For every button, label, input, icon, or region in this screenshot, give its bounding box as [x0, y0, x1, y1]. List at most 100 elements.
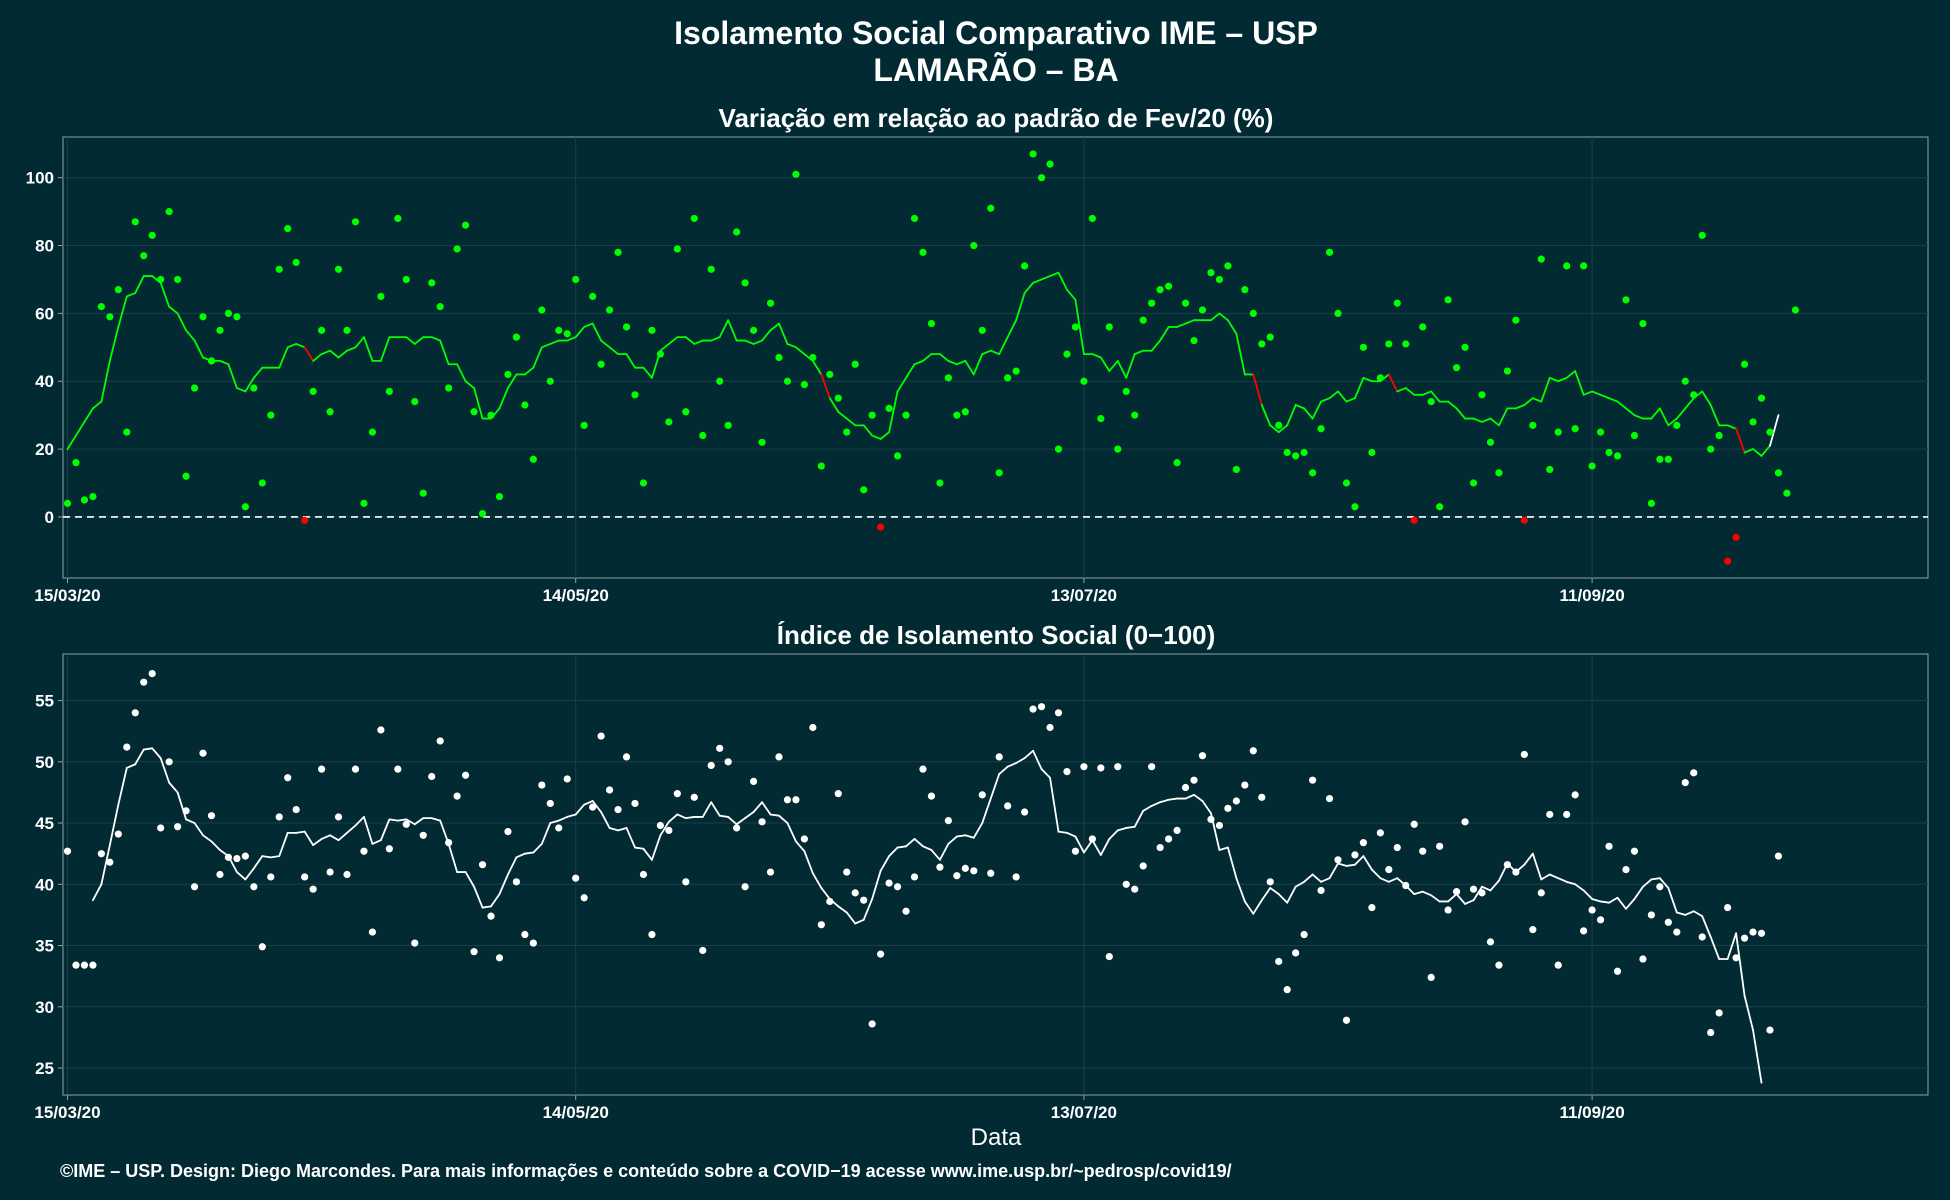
bottom-data-point [1436, 842, 1444, 850]
top-ma-segment [498, 387, 509, 410]
bottom-data-point [927, 792, 936, 800]
top-data-point [1605, 448, 1613, 457]
top-data-point [605, 306, 614, 314]
bottom-data-point [1148, 763, 1156, 771]
bottom-data-point [275, 813, 283, 821]
top-data-point [334, 265, 343, 273]
bottom-data-point [1156, 843, 1164, 852]
top-data-point [1122, 387, 1130, 396]
bottom-ma-segment [1540, 873, 1551, 881]
top-ma-segment [1150, 339, 1162, 352]
top-data-point [927, 319, 936, 328]
bottom-data-point [1495, 961, 1503, 969]
top-ma-segment [862, 424, 874, 437]
bottom-data-point [902, 907, 910, 915]
bottom-data-point [1402, 881, 1410, 890]
top-ma-segment [252, 366, 264, 379]
bottom-ma-segment [1167, 797, 1178, 801]
bottom-data-point [1266, 878, 1274, 886]
top-data-point [1596, 428, 1605, 436]
bottom-ma-segment [320, 834, 331, 840]
bottom-ma-segment [1057, 830, 1068, 834]
top-data-point [1436, 503, 1444, 511]
bottom-ma-segment [608, 827, 619, 832]
bottom-data-point [1139, 862, 1147, 870]
bottom-ma-segment [108, 803, 120, 846]
top-data-point [1563, 262, 1571, 270]
bottom-data-point [1292, 949, 1300, 957]
bottom-data-point [614, 805, 622, 814]
top-data-point [766, 299, 775, 307]
top-data-point [495, 492, 504, 501]
top-data-point [1783, 489, 1791, 497]
top-ma-segment [354, 336, 365, 349]
bottom-data-point [1690, 769, 1698, 777]
top-data-point [1097, 414, 1105, 423]
top-data-point [1478, 391, 1486, 399]
bottom-data-point [1613, 967, 1622, 975]
top-ma-segment [1540, 376, 1551, 403]
bottom-data-point [411, 939, 419, 947]
top-data-point [1461, 343, 1469, 351]
top-ma-segment [507, 373, 518, 389]
bottom-data-point [1546, 810, 1554, 819]
top-data-point [174, 275, 182, 284]
top-ma-segment [871, 434, 882, 440]
top-data-point [1385, 340, 1393, 348]
top-ma-segment [92, 400, 103, 410]
top-ma-segment [66, 434, 77, 450]
top-data-point [834, 394, 842, 402]
top-ma-segment [566, 336, 577, 342]
top-data-point [978, 326, 986, 334]
bottom-data-point [1486, 938, 1495, 946]
top-data-point [394, 214, 402, 223]
top-data-point [580, 421, 588, 429]
top-data-point [419, 489, 427, 497]
bottom-ma-segment [1650, 877, 1661, 881]
top-ma-segment [1057, 271, 1068, 291]
bottom-data-point [512, 878, 521, 886]
bottom-ma-segment [1379, 877, 1390, 883]
top-ma-segment [1235, 332, 1246, 376]
top-ma-segment [1726, 424, 1737, 430]
top-data-point [792, 170, 800, 178]
top-ma-segment [1701, 390, 1712, 406]
top-ma-segment [1125, 353, 1136, 379]
top-data-point [1156, 286, 1164, 294]
top-ma-segment [795, 346, 806, 356]
bottom-ma-segment [778, 814, 789, 824]
bottom-data-point [868, 1020, 876, 1028]
bottom-ma-segment [1608, 896, 1619, 904]
bottom-data-point [707, 761, 715, 770]
top-ma-segment [998, 336, 1009, 356]
top-data-point [250, 384, 258, 392]
bottom-ma-segment [1074, 835, 1085, 854]
top-data-point [1283, 448, 1291, 457]
top-data-point [631, 391, 639, 399]
top-ma-segment [464, 380, 475, 389]
bottom-ma-segment [507, 856, 518, 876]
top-ma-segment [320, 349, 331, 356]
bottom-ma-segment [1159, 798, 1170, 804]
top-ma-segment [523, 366, 535, 376]
top-data-point [1410, 516, 1418, 524]
top-ma-segment [1523, 397, 1534, 406]
bottom-ma-segment [905, 838, 916, 848]
bottom-data-point [1097, 764, 1105, 772]
top-ma-segment [1514, 404, 1526, 410]
top-ma-segment [219, 359, 230, 366]
bottom-ma-segment [1294, 880, 1306, 888]
bottom-ma-segment [523, 851, 535, 855]
bottom-ma-segment [964, 834, 975, 839]
top-data-point [1198, 306, 1207, 314]
top-data-point [309, 387, 317, 396]
top-data-point [512, 333, 521, 341]
top-data-point [902, 411, 910, 419]
top-ma-segment [939, 353, 950, 362]
bottom-ma-segment [1269, 887, 1280, 895]
top-ma-segment [947, 359, 958, 366]
top-data-point [851, 360, 859, 368]
top-data-point [1749, 418, 1757, 426]
top-data-point [1266, 333, 1274, 341]
top-data-point [63, 499, 72, 507]
